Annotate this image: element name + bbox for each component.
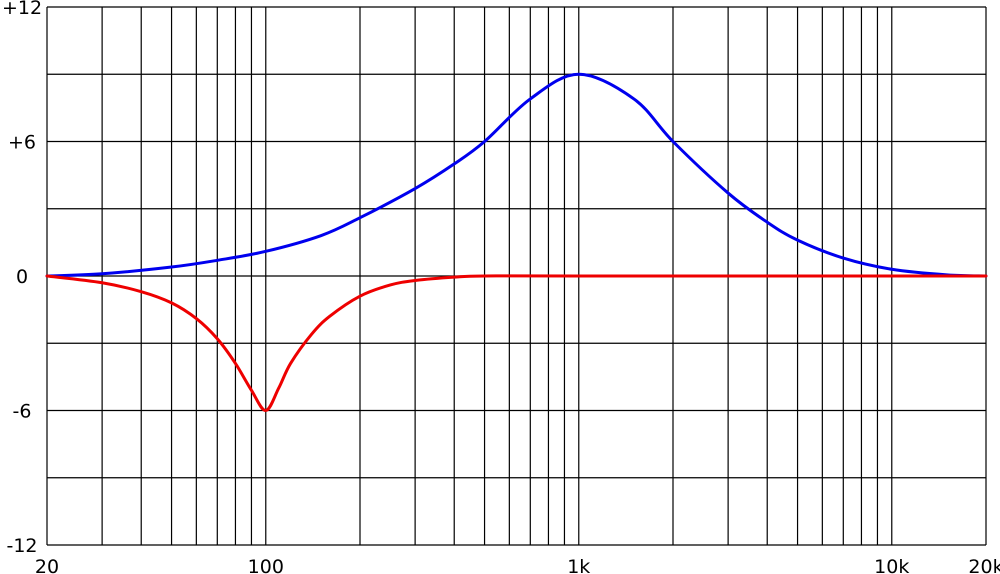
series-line-1 [45, 72, 988, 278]
series-layer [45, 72, 988, 412]
x-tick-label: 10k [874, 556, 909, 574]
series-line-2 [45, 274, 988, 412]
x-tick-label: 20 [35, 556, 59, 574]
y-tick-label: +12 [2, 0, 42, 19]
y-tick-label: -6 [13, 401, 32, 423]
y-tick-label: 0 [16, 266, 28, 288]
x-tick-label: 1k [567, 556, 590, 574]
y-tick-label: +6 [8, 132, 36, 154]
y-tick-label: -12 [6, 535, 37, 557]
x-tick-label: 100 [248, 556, 284, 574]
x-tick-label: 20k [968, 556, 1000, 574]
